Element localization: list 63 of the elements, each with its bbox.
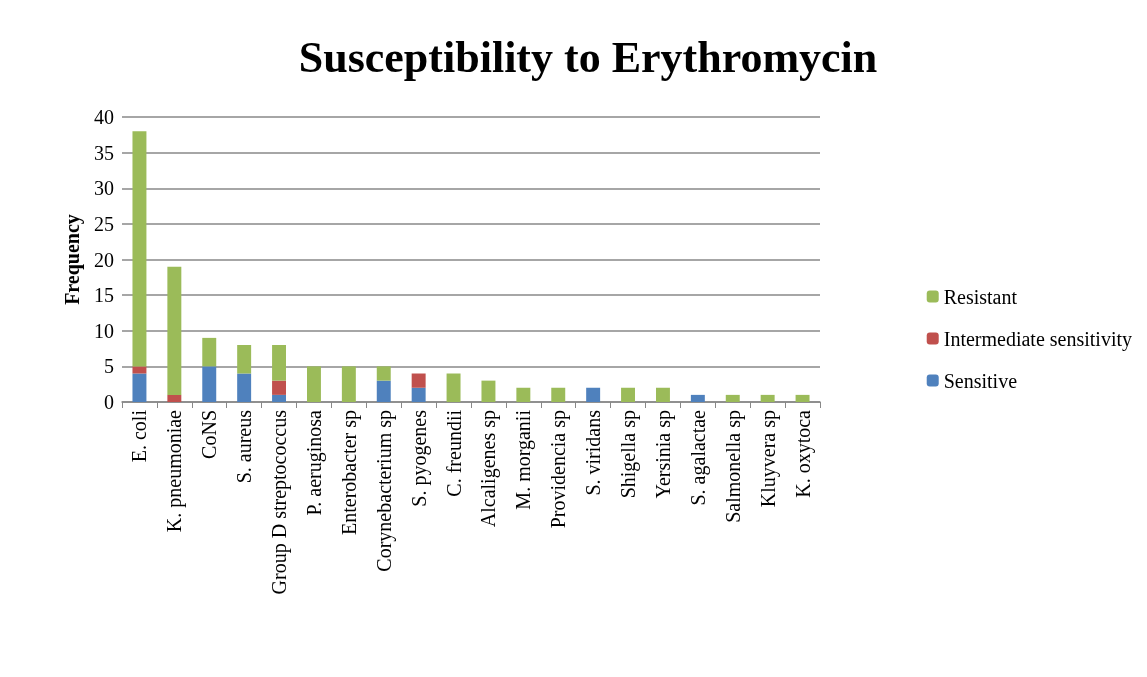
bar (132, 366, 147, 374)
bar (272, 345, 287, 381)
bar (237, 373, 252, 402)
bar (655, 387, 670, 402)
y-tick-label: 5 (104, 355, 114, 378)
x-tick-label: Enterobacter sp (337, 410, 361, 535)
legend-label: Sensitive (943, 369, 1018, 392)
y-tick-label: 10 (94, 319, 114, 342)
bar (725, 394, 740, 402)
x-tick-label: Yersinia sp (651, 410, 675, 499)
bar (481, 380, 496, 402)
y-tick-label: 30 (94, 177, 114, 200)
legend-label: Resistant (943, 285, 1018, 308)
y-tick-label: 40 (94, 106, 114, 128)
bar (341, 366, 356, 402)
y-tick-label: 0 (104, 391, 114, 413)
bar (551, 387, 566, 402)
x-tick-label: Shigella sp (617, 410, 641, 499)
bar (621, 387, 636, 402)
bar (376, 366, 391, 381)
x-tick-label: CoNS (198, 410, 221, 459)
bar (167, 266, 182, 395)
bar (306, 366, 321, 402)
bar (237, 345, 252, 374)
x-tick-label: E. coli (128, 409, 151, 463)
bar (132, 131, 147, 367)
bar (272, 380, 287, 395)
x-tick-label: Group D streptococcus (268, 409, 292, 595)
x-tick-label: P. aeruginosa (302, 409, 326, 516)
y-tick-label: 25 (94, 212, 114, 235)
bar (202, 366, 217, 402)
legend-label: Intermediate sensitivity (943, 327, 1132, 351)
x-tick-label: Alcaligenes sp (477, 410, 501, 528)
x-tick-label: M. morganii (512, 409, 536, 510)
bar (411, 373, 426, 388)
bar (132, 373, 147, 402)
x-tick-label: S. agalactae (686, 409, 710, 506)
bar (411, 387, 426, 402)
x-tick-label: C. freundii (442, 409, 465, 497)
x-tick-label: Corynebacterium sp (372, 410, 396, 572)
bar (167, 394, 182, 402)
bar (690, 394, 705, 402)
x-tick-label: S. aureus (233, 409, 256, 484)
y-tick-label: 15 (94, 284, 114, 307)
chart-title: Susceptibility to Erythromycin (298, 32, 878, 82)
x-tick-label: Kluyvera sp (756, 410, 780, 508)
bar (760, 394, 775, 402)
y-axis-title: Frequency (61, 214, 84, 305)
x-tick-label: Salmonella sp (721, 410, 745, 523)
x-tick-label: K. pneumoniae (163, 409, 187, 533)
bar (446, 373, 461, 402)
y-tick-label: 20 (94, 248, 114, 271)
bar (376, 380, 391, 402)
x-tick-label: S. pyogenes (407, 409, 431, 507)
bar (516, 387, 531, 402)
bar (586, 387, 601, 402)
bar (795, 394, 810, 402)
bar (272, 394, 287, 402)
bar (202, 337, 217, 367)
x-tick-label: K. oxytoca (791, 409, 815, 498)
x-tick-label: S. viridans (582, 409, 605, 496)
x-tick-label: Providencia sp (547, 410, 571, 529)
y-tick-label: 35 (94, 141, 114, 164)
